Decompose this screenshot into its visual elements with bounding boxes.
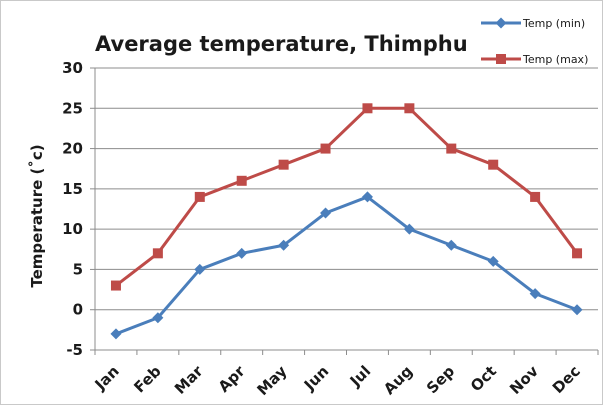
y-tick-label: 25 [62, 99, 83, 117]
y-tick-label: 15 [62, 180, 83, 198]
legend: Temp (min) Temp (max) [481, 17, 588, 66]
x-tick-label: Oct [467, 362, 500, 395]
legend-marker-diamond [495, 17, 507, 29]
y-tick-label: 10 [62, 220, 83, 238]
x-tick-label: Apr [215, 362, 249, 396]
x-tick-label: Jul [346, 362, 375, 391]
data-point-max [446, 143, 457, 154]
x-tick-label: Feb [130, 362, 165, 397]
data-point-max [488, 159, 499, 170]
x-tick-label: May [253, 362, 290, 399]
x-tick-label: Dec [549, 362, 584, 397]
data-point-min [445, 239, 457, 251]
data-point-max [572, 248, 583, 259]
y-tick-label: 20 [62, 140, 83, 158]
data-point-min [278, 239, 290, 251]
data-point-max [320, 143, 331, 154]
y-tick-label: 30 [62, 59, 83, 77]
data-point-max [152, 248, 163, 259]
data-point-max [110, 280, 121, 291]
series-line-min [115, 195, 578, 336]
data-point-min [487, 255, 499, 267]
y-tick-label: 5 [73, 260, 83, 278]
y-tick-label: 0 [73, 301, 83, 319]
x-tick-label: Sep [423, 362, 458, 397]
x-tick-label: Jan [91, 362, 123, 394]
y-axis-label: Temperature (˚c) [28, 144, 46, 287]
data-point-max [404, 103, 415, 114]
x-tick-label: Mar [171, 362, 207, 398]
axes [90, 67, 599, 355]
data-point-min [194, 263, 206, 275]
data-point-min [236, 247, 248, 259]
data-point-max [530, 191, 541, 202]
data-point-min [529, 288, 541, 300]
data-point-min [403, 223, 415, 235]
data-point-max [236, 175, 247, 186]
chart-title: Average temperature, Thimphu [95, 32, 468, 56]
x-tick-label: Jun [300, 362, 332, 394]
data-point-max [362, 103, 373, 114]
series-lines [110, 103, 583, 340]
y-tick-label: -5 [66, 341, 83, 359]
data-point-max [194, 191, 205, 202]
legend-label: Temp (min) [522, 17, 585, 30]
x-tick-labels: Jan Feb Mar Apr May Jun Jul Aug Sep Oct Nov Dec [91, 362, 584, 399]
series-line-max [115, 106, 579, 287]
data-point-min [571, 304, 583, 316]
data-point-min [110, 328, 122, 340]
x-tick-label: Nov [506, 362, 542, 398]
data-point-min [320, 207, 332, 219]
data-point-max [278, 159, 289, 170]
legend-marker-square [496, 54, 506, 64]
gridlines [95, 67, 598, 311]
x-tick-label: Aug [380, 362, 416, 398]
data-point-min [361, 191, 373, 203]
y-tick-labels: -5 0 5 10 15 20 25 30 [62, 59, 83, 359]
legend-label: Temp (max) [522, 53, 588, 66]
data-point-min [152, 312, 164, 324]
